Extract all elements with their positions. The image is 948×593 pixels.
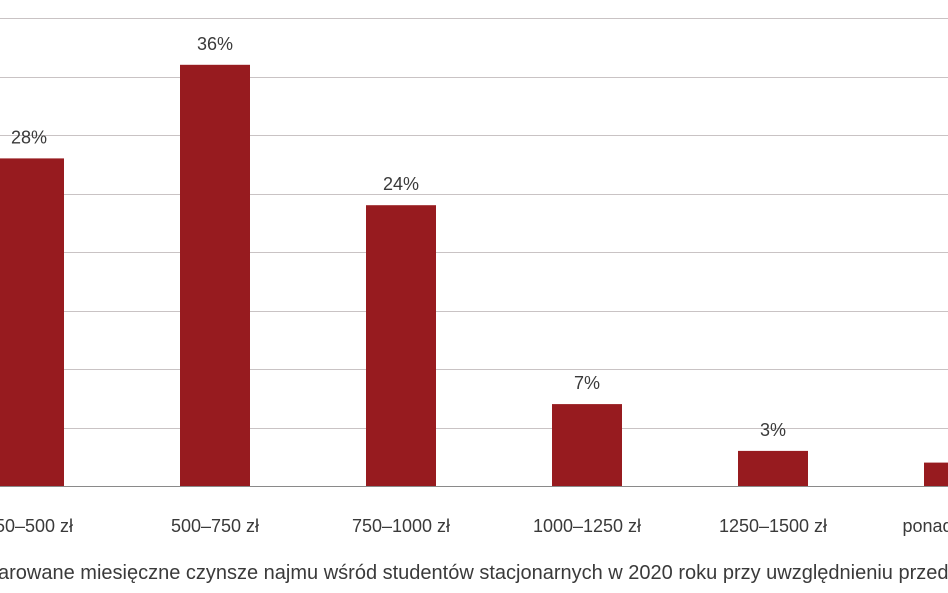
x-tick-label: 500–750 zł [171,516,259,536]
bars-layer [0,64,948,487]
value-labels-layer: 28% 36% 24% 7% 3% [11,34,786,440]
x-tick-label: 750–1000 zł [352,516,450,536]
bar-value-label: 24% [383,174,419,194]
x-tick-label: 1000–1250 zł [533,516,641,536]
bar [552,404,622,486]
bar [924,462,948,486]
bar-value-label: 28% [11,127,47,147]
bar [738,450,808,486]
bar [180,64,250,487]
bar-value-label: 36% [197,34,233,54]
bar [366,205,436,486]
bar-value-label: 7% [574,373,600,393]
chart-caption: Deklarowane miesięczne czynsze najmu wśr… [0,562,948,584]
x-tick-label: 250–500 zł [0,516,73,536]
x-tick-label: ponad 1500 zł [902,516,948,536]
x-tick-labels-layer: 250–500 zł 500–750 zł 750–1000 zł 1000–1250… [0,516,948,536]
bar-value-label: 3% [760,420,786,440]
x-tick-label: 1250–1500 zł [719,516,827,536]
bar [0,158,64,486]
grid-layer [0,18,948,487]
